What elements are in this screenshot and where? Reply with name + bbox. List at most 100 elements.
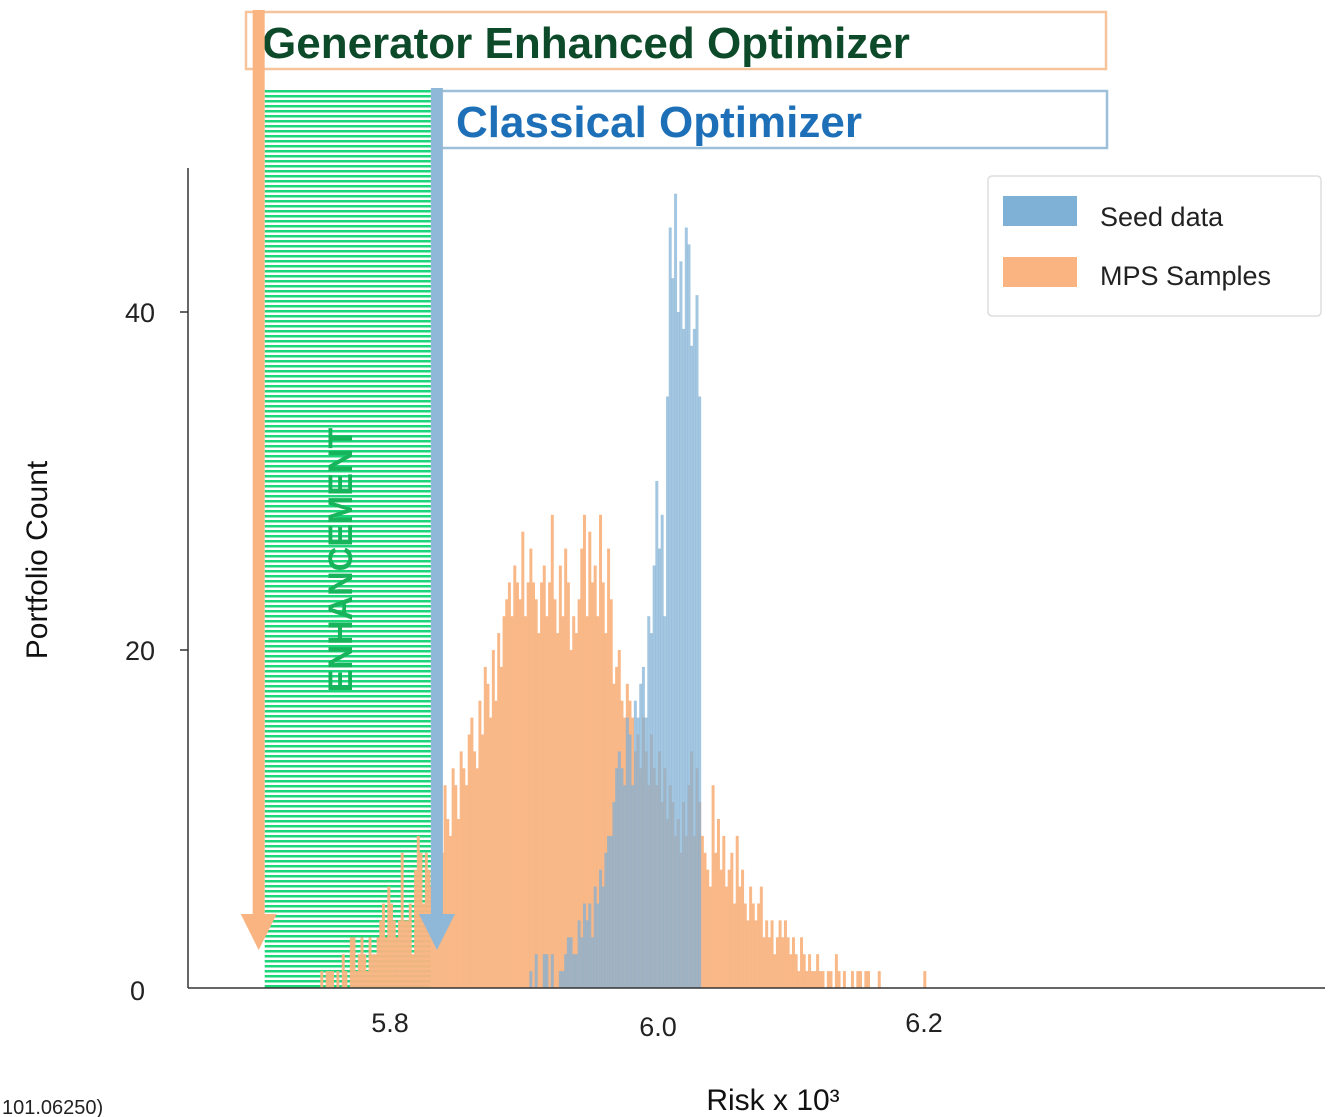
mps-samples-bar [834,954,838,988]
seed-data-bar [615,768,619,988]
classical-optimizer-label-box [439,89,1109,150]
mps-samples-bar [757,903,761,988]
mps-samples-bar [379,920,383,988]
mps-samples-bar [502,616,506,988]
mps-samples-bar [336,971,340,988]
seed-data-bar [534,954,538,988]
mps-samples-bar [585,616,589,988]
mps-samples-bar [864,971,868,988]
mps-samples-bar [572,616,576,988]
mps-samples-bar [540,582,544,988]
mps-samples-bar [593,565,597,988]
x-tick-label-6-0: 6.0 [639,1012,677,1042]
legend-swatch-seed [1003,196,1077,226]
mps-samples-bar [360,937,364,988]
mps-samples-bar [403,920,407,988]
mps-samples-bar [738,886,742,988]
mps-samples-bar [561,616,565,988]
generator-optimizer-label-box [244,10,1108,71]
seed-data-bar [599,869,603,988]
mps-samples-bar [837,971,841,988]
seed-data-bar [564,954,568,988]
seed-data-bar [558,971,562,988]
x-tick-label-5-8: 5.8 [371,1008,409,1038]
mps-samples-bar [475,768,479,988]
mps-samples-bar [507,582,511,988]
mps-samples-bar [767,937,771,988]
mps-samples-bar [398,920,402,988]
seed-data-bar [652,565,656,988]
seed-data-bar [676,312,680,988]
mps-samples-bar [478,700,482,988]
mps-samples-bar [494,700,498,988]
mps-samples-bar [542,565,546,988]
mps-samples-bar [808,954,812,988]
mps-samples-bar [341,954,345,988]
mps-samples-bar [376,937,380,988]
mps-samples-bar [457,819,460,988]
seed-data-bar [550,954,554,988]
mps-samples-bar [601,582,605,988]
mps-samples-bar [524,616,527,988]
mps-samples-bar [775,937,779,988]
x-tick-label-6-2: 6.2 [905,1008,943,1038]
seed-data-bar [574,954,578,988]
mps-samples-bar [448,835,452,988]
mps-samples-bar [481,734,485,988]
seed-data-bar [617,751,621,988]
mps-samples-bar [384,937,388,988]
mps-samples-bar [545,616,549,988]
generator-optimizer-label: Generator Enhanced Optimizer [262,19,910,68]
mps-samples-bar [529,548,533,988]
mps-samples-bar [754,920,758,988]
mps-samples-bar [550,514,554,988]
mps-samples-bar [730,852,734,988]
seed-data-bar [674,193,678,988]
seed-data-bar [623,785,627,988]
mps-samples-bar [556,633,560,988]
seed-data-bar [687,244,691,988]
mps-samples-bar [443,785,447,988]
mps-samples-bar [569,650,573,988]
mps-samples-bar [700,835,704,988]
mps-samples-bar [470,717,474,988]
footnote-text: 101.06250) [2,1097,103,1117]
y-tick-label-20: 20 [125,636,155,666]
mps-samples-bar [770,920,774,988]
seed-data-bar [580,937,584,988]
mps-samples-bar [725,886,728,988]
mps-samples-bar [357,954,361,988]
mps-samples-bar [483,666,487,988]
mps-samples-bar [419,852,423,988]
mps-samples-bar [850,971,854,988]
mps-samples-bar [797,971,801,988]
mps-samples-bar [609,599,613,988]
mps-samples-bar [537,633,541,988]
mps-samples-bar [829,971,833,988]
mps-samples-bar [365,971,369,988]
mps-samples-bar [406,920,410,988]
seed-data-bar [679,261,683,988]
seed-data-bar [666,396,670,988]
mps-samples-bar [363,954,367,988]
mps-samples-bar [526,582,530,988]
mps-samples-bar [818,971,822,988]
seed-data-bar [601,886,605,988]
seed-data-bar [604,852,608,988]
mps-samples-bar [558,565,562,988]
mps-samples-bar [497,633,501,988]
legend: Seed data MPS Samples [987,175,1322,317]
seed-data-bar [582,903,586,988]
mps-samples-bar [390,903,393,988]
mps-samples-bar [604,633,608,988]
mps-samples-bar [810,971,814,988]
mps-samples-bar [454,785,458,988]
seed-data-bar [620,768,624,988]
y-tick-label-0: 0 [130,976,145,1006]
mps-samples-bar [553,599,557,988]
seed-data-bar [577,920,581,988]
seed-data-bar [660,514,664,988]
seed-data-bar [566,937,570,988]
classical-optimizer-arrow-shaft [430,88,443,915]
mps-samples-bar [805,971,809,988]
